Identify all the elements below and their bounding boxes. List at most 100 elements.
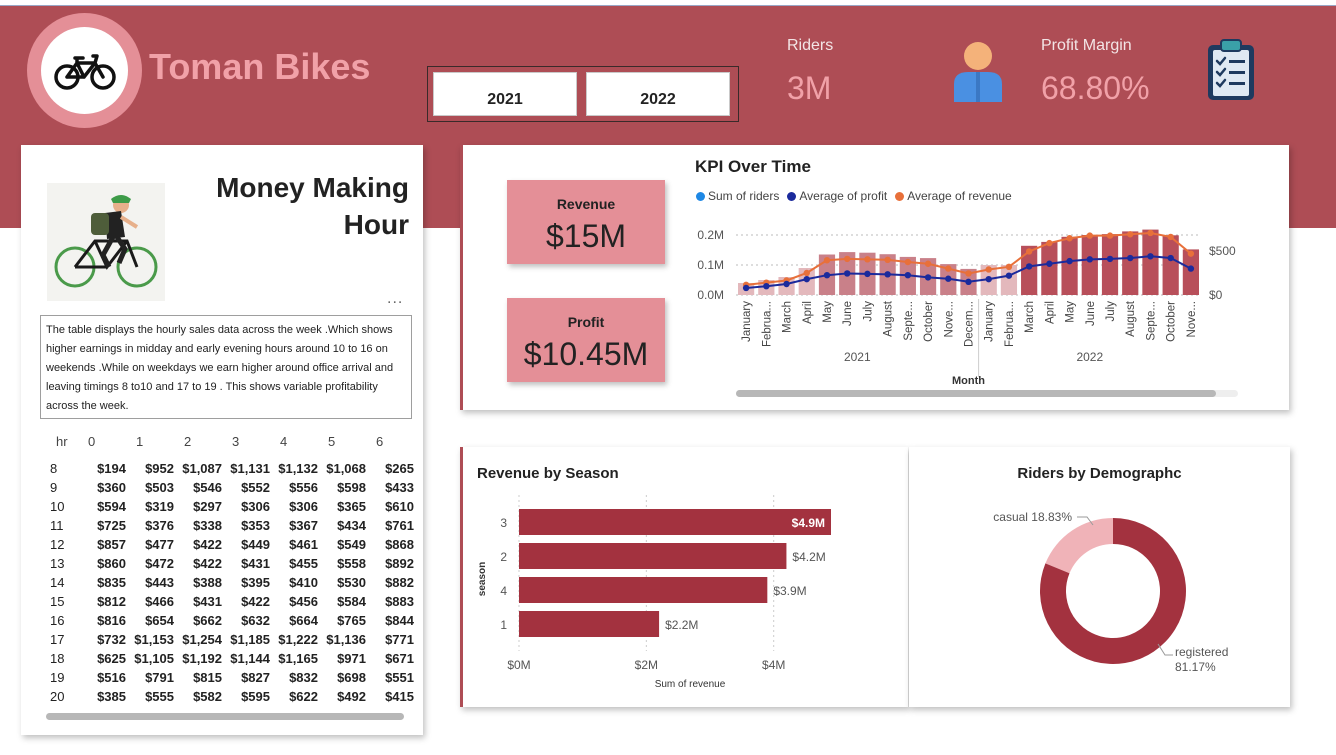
- table-row: 18 $625 $1,105 $1,192 $1,144 $1,165 $971 $671: [46, 649, 416, 668]
- legend-item-profit[interactable]: Average of profit: [787, 189, 887, 203]
- revenue-by-season-chart: $0M $2M $4M 3 $4.9M 2 $4.2M 4 $3.9M 1 $2.2M season S…: [477, 495, 831, 690]
- value-cell: $1,087: [182, 461, 222, 476]
- hour-cell: 17: [50, 632, 65, 647]
- value-cell: $1,144: [230, 651, 270, 666]
- value-cell: $584: [337, 594, 366, 609]
- value-cell: $594: [97, 499, 126, 514]
- x-tick-label: January: [741, 301, 753, 342]
- profit-point: [904, 272, 912, 279]
- x-tick-label: Februa...: [761, 301, 773, 347]
- revenue-point: [1086, 232, 1094, 239]
- hourly-sales-table: hr 0 1 2 3 4 5 6 8 $194 $952 $1,087 $1,131 $1…: [46, 429, 416, 706]
- y2-tick-label: $0: [1209, 288, 1223, 302]
- more-options-icon[interactable]: ...: [387, 290, 404, 307]
- season-chart-title: Revenue by Season: [477, 465, 619, 482]
- riders-bar: [1162, 235, 1179, 295]
- profit-point: [1005, 272, 1013, 279]
- value-cell: $367: [289, 518, 318, 533]
- hour-cell: 9: [50, 480, 58, 495]
- value-cell: $812: [97, 594, 126, 609]
- x-tick-label: April: [1044, 301, 1056, 324]
- profit-card-value: $10.45M: [523, 336, 649, 372]
- value-cell: $516: [97, 670, 126, 685]
- riders-value: 3M: [787, 70, 832, 106]
- value-cell: $466: [145, 594, 174, 609]
- year-button-2021[interactable]: 2021: [433, 72, 577, 116]
- chart-scrollbar-thumb[interactable]: [736, 390, 1216, 397]
- x-tick-label: Septe...: [903, 301, 915, 341]
- value-cell: $551: [385, 670, 414, 685]
- profit-point: [864, 270, 871, 278]
- value-cell: $492: [337, 689, 366, 704]
- value-cell: $433: [385, 480, 414, 495]
- x-tick-label: May: [822, 301, 834, 323]
- value-cell: $306: [241, 499, 270, 514]
- value-cell: $1,132: [278, 461, 318, 476]
- year-button-2022[interactable]: 2022: [586, 72, 730, 116]
- table-row: 9 $360 $503 $546 $552 $556 $598 $433: [46, 478, 416, 497]
- legend-item-revenue[interactable]: Average of revenue: [895, 189, 1012, 203]
- value-cell: $431: [241, 556, 270, 571]
- x-tick-label: August: [1125, 300, 1137, 337]
- value-cell: $376: [145, 518, 174, 533]
- riders-bar: [1000, 265, 1018, 295]
- column-header[interactable]: 1: [136, 434, 144, 449]
- hour-cell: 11: [50, 518, 64, 533]
- value-cell: $415: [385, 689, 414, 704]
- column-header[interactable]: 3: [232, 434, 240, 449]
- value-cell: $385: [97, 689, 126, 704]
- value-cell: $431: [193, 594, 222, 609]
- x-tick-label: Nove...: [943, 301, 955, 337]
- logo-badge: [27, 13, 142, 128]
- data-label: $3.9M: [773, 584, 806, 598]
- profit-point: [843, 270, 851, 277]
- revenue-point: [945, 265, 952, 272]
- value-cell: $530: [337, 575, 366, 590]
- value-cell: $546: [193, 480, 222, 495]
- revenue-point: [1187, 250, 1195, 257]
- registered-leader-line: [1157, 643, 1173, 656]
- demographic-chart-title: Riders by Demographc: [1017, 465, 1182, 482]
- table-row: 8 $194 $952 $1,087 $1,131 $1,132 $1,068 $265: [46, 459, 416, 478]
- registered-value-label: 81.17%: [1175, 660, 1216, 674]
- value-cell: $461: [289, 537, 318, 552]
- registered-name-label: registered: [1175, 645, 1228, 659]
- revenue-card: Revenue $15M: [507, 180, 665, 264]
- revenue-point: [924, 260, 932, 267]
- revenue-card-value: $15M: [545, 218, 627, 254]
- kpi-over-time-chart: 0.0M 0.1M 0.2M $0 $500 January Februa... March A…: [697, 228, 1238, 397]
- season-bar: [519, 611, 660, 637]
- money-making-hour-card: Money Making Hour ... The table displays…: [21, 145, 423, 735]
- column-header[interactable]: 4: [280, 434, 288, 449]
- riders-bar: [1122, 231, 1139, 295]
- value-cell: $456: [289, 594, 318, 609]
- column-header[interactable]: 2: [184, 434, 192, 449]
- legend-item-riders[interactable]: Sum of riders: [696, 189, 779, 203]
- profit-point: [1046, 260, 1053, 267]
- value-cell: $365: [337, 499, 366, 514]
- value-cell: $732: [97, 632, 126, 647]
- clipboard-checklist-icon: [1208, 39, 1254, 100]
- column-header[interactable]: 5: [328, 434, 336, 449]
- table-horizontal-scrollbar[interactable]: [46, 713, 404, 720]
- revenue-point: [884, 256, 891, 263]
- riders-bar: [1142, 229, 1159, 295]
- value-cell: $360: [97, 480, 126, 495]
- value-cell: $1,068: [326, 461, 366, 476]
- table-row: 11 $725 $376 $338 $353 $367 $434 $761: [46, 516, 416, 535]
- riders-bar: [1081, 235, 1098, 295]
- x-tick-label: Decem...: [964, 301, 976, 347]
- column-header[interactable]: hr: [56, 434, 68, 449]
- revenue-point: [985, 266, 992, 273]
- revenue-point: [1147, 229, 1154, 237]
- revenue-point: [1106, 232, 1114, 239]
- value-cell: $552: [241, 480, 270, 495]
- value-cell: $892: [385, 556, 414, 571]
- column-header[interactable]: 6: [376, 434, 384, 449]
- description-textbox: The table displays the hourly sales data…: [40, 315, 412, 419]
- table-row: 13 $860 $472 $422 $431 $455 $558 $892: [46, 554, 416, 573]
- table-row: 14 $835 $443 $388 $395 $410 $530 $882: [46, 573, 416, 592]
- value-cell: $671: [385, 651, 414, 666]
- column-header[interactable]: 0: [88, 434, 96, 449]
- x-tick-label: April: [802, 301, 814, 324]
